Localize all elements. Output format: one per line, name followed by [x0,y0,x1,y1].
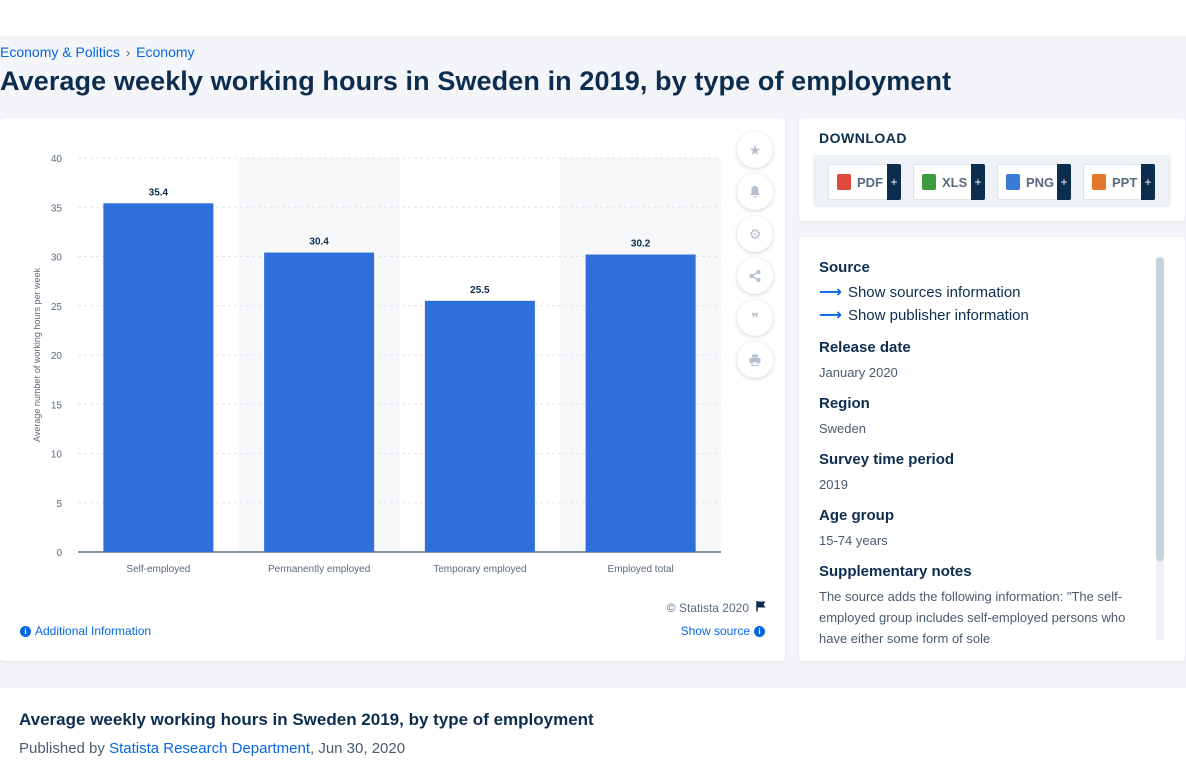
plus-icon: + [1141,164,1155,200]
download-title: DOWNLOAD [819,130,907,146]
breadcrumb-item-economy-politics[interactable]: Economy & Politics [0,44,120,60]
show-publisher-link[interactable]: ⟶ Show publisher information [819,305,1137,325]
data-label: 35.4 [149,187,169,198]
statistic-details-card: Source ⟶ Show sources information ⟶ Show… [799,237,1185,661]
show-source-label: Show source [680,624,750,638]
y-tick-label: 30 [51,253,63,264]
png-label: PNG [1026,174,1055,190]
survey-period-label: Survey time period [819,451,955,468]
arrow-right-icon: ⟶ [819,284,842,301]
y-axis-label: Average number of working hours per week [32,268,42,442]
survey-period-value: 2019 [819,477,848,492]
download-pdf-button[interactable]: PDF + [828,164,901,200]
y-tick-label: 0 [56,548,62,559]
show-source-link[interactable]: Show source i [681,624,765,638]
info-icon: i [754,625,765,637]
xls-label: XLS [942,174,968,190]
statistic-details: Source ⟶ Show sources information ⟶ Show… [819,259,1137,661]
y-tick-label: 35 [51,203,63,214]
published-prefix: Published by [19,740,110,757]
y-tick-label: 40 [51,154,63,165]
pdf-label: PDF [857,174,883,190]
x-tick-label: Temporary employed [433,564,526,575]
author-link[interactable]: Statista Research Department [109,740,310,757]
citation-quote-icon[interactable]: ❞ [737,300,773,336]
bar [264,252,375,552]
additional-information-label: Additional Information [35,624,152,638]
arrow-right-icon: ⟶ [819,307,842,324]
bar [424,300,535,552]
plus-icon: + [971,164,985,200]
ppt-file-icon [1092,174,1106,190]
show-sources-label: Show sources information [847,283,1021,301]
report-flag-icon[interactable] [755,600,767,615]
x-tick-label: Self-employed [126,564,190,575]
statistic-heading: Average weekly working hours in Sweden 2… [19,710,594,729]
notification-bell-icon[interactable] [737,174,773,210]
download-png-button[interactable]: PNG + [997,164,1071,200]
share-icon[interactable] [737,258,773,294]
region-value: Sweden [819,421,866,436]
plus-icon: + [887,164,901,200]
statistic-description: Average weekly working hours in Sweden 2… [0,688,1186,760]
show-sources-link[interactable]: ⟶ Show sources information [819,282,1137,302]
favorite-star-icon[interactable]: ★ [737,132,773,168]
png-file-icon [1006,174,1020,190]
additional-information-link[interactable]: i Additional Information [20,624,151,638]
supplementary-notes-label: Supplementary notes [819,563,972,580]
plus-icon: + [1057,164,1071,200]
data-label: 25.5 [470,285,490,296]
release-date-label: Release date [819,339,911,356]
copyright-text: © Statista 2020 [666,600,749,615]
ppt-label: PPT [1112,174,1138,190]
bar [585,254,696,552]
bar-chart: 0 5 10 15 20 25 30 35 40 Average number of workin… [32,154,721,575]
print-icon[interactable] [737,342,773,378]
data-label: 30.2 [631,239,651,250]
details-scrollbar[interactable] [1156,257,1164,641]
breadcrumb-separator: › [125,44,131,60]
download-buttons: PDF + XLS + PNG + PPT + [813,155,1171,207]
release-date-value: January 2020 [819,365,898,380]
y-tick-label: 25 [51,302,63,313]
top-bar [0,0,1186,36]
published-date: , Jun 30, 2020 [310,740,406,757]
xls-file-icon [922,174,936,190]
y-tick-label: 10 [51,450,63,461]
published-by: Published by Statista Research Departmen… [19,740,405,757]
pdf-file-icon [837,174,851,190]
chart-copyright: © Statista 2020 [667,600,767,615]
show-publisher-label: Show publisher information [847,306,1029,324]
supplementary-notes-value: The source adds the following informatio… [819,589,1126,646]
y-tick-label: 5 [56,499,62,510]
download-xls-button[interactable]: XLS + [913,164,985,200]
breadcrumb-item-economy[interactable]: Economy [136,44,195,60]
info-icon: i [20,625,31,637]
settings-gear-icon[interactable]: ⚙ [737,216,773,252]
details-scrollbar-thumb[interactable] [1156,257,1164,561]
y-tick-label: 15 [51,400,63,411]
chart-card: 0 5 10 15 20 25 30 35 40 Average number of workin… [0,118,785,661]
page-title: Average weekly working hours in Sweden i… [0,66,952,96]
x-tick-label: Employed total [608,564,674,575]
x-tick-label: Permanently employed [268,564,370,575]
age-group-value: 15-74 years [819,533,888,548]
data-label: 30.4 [309,237,329,248]
source-label: Source [819,259,870,276]
age-group-label: Age group [819,507,894,524]
download-card: DOWNLOAD PDF + XLS + PNG + PPT + [799,118,1185,221]
chart-tools: ★ ⚙ ❞ [737,132,773,378]
region-label: Region [819,395,870,412]
y-tick-label: 20 [51,351,63,362]
breadcrumb: Economy & Politics › Economy [0,44,195,60]
bar [103,203,214,552]
download-ppt-button[interactable]: PPT + [1083,164,1155,200]
